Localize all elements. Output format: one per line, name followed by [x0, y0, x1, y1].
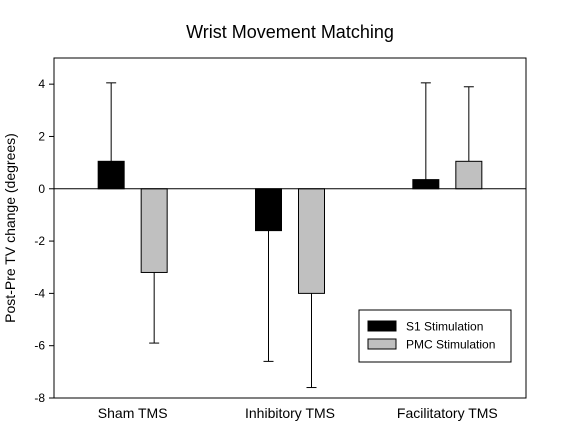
legend: S1 Stimulation PMC Stimulation: [358, 309, 512, 363]
legend-label: PMC Stimulation: [406, 338, 495, 352]
y-tick-label: -6: [34, 339, 45, 353]
y-axis-title: Post-Pre TV change (degrees): [2, 133, 18, 323]
y-axis-ticks: 4 2 0 -2 -4 -6 -8: [34, 77, 54, 405]
x-axis-labels: Sham TMS Inhibitory TMS Facilitatory TMS: [98, 405, 498, 421]
legend-swatch-s1: [367, 320, 397, 332]
y-tick-label: -8: [34, 391, 45, 405]
bar-s1-2: [412, 179, 440, 190]
y-tick-label: -4: [34, 286, 45, 300]
bar-pmc-0: [140, 188, 168, 273]
y-tick-label: 0: [38, 182, 45, 196]
x-category-label: Facilitatory TMS: [397, 405, 498, 421]
chart-title: Wrist Movement Matching: [186, 22, 394, 42]
x-category-label: Sham TMS: [98, 405, 168, 421]
bar-s1-0: [97, 160, 125, 190]
legend-label: S1 Stimulation: [406, 320, 483, 334]
bar-pmc-2: [455, 160, 483, 190]
plot-frame: [53, 57, 527, 399]
x-category-label: Inhibitory TMS: [245, 405, 335, 421]
y-tick-label: -2: [34, 234, 45, 248]
y-tick-label: 4: [38, 77, 45, 91]
y-tick-label: 2: [38, 129, 45, 143]
bar-pmc-1: [298, 188, 325, 294]
legend-box: [358, 309, 512, 363]
bar-s1-1: [255, 188, 282, 232]
legend-swatch-pmc: [367, 338, 397, 350]
